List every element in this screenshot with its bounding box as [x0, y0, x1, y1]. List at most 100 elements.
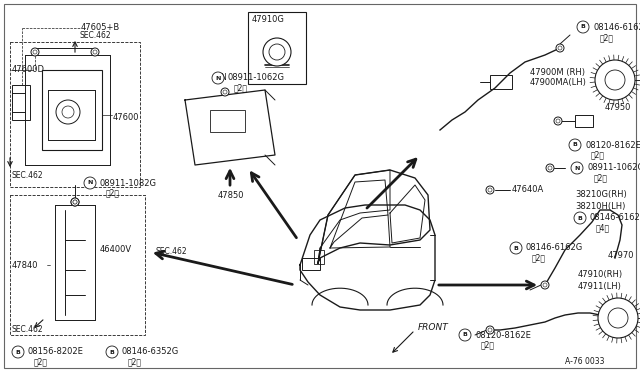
Bar — [490, 75, 512, 89]
Bar — [302, 258, 320, 270]
Circle shape — [488, 188, 492, 192]
Circle shape — [71, 198, 79, 206]
Text: 47600D: 47600D — [12, 65, 45, 74]
Text: B: B — [580, 25, 586, 29]
Text: 47900M (RH): 47900M (RH) — [530, 67, 585, 77]
Text: B: B — [15, 350, 20, 355]
Text: 〈2〉: 〈2〉 — [594, 173, 608, 183]
Circle shape — [263, 38, 291, 66]
Circle shape — [541, 281, 549, 289]
Circle shape — [33, 50, 37, 54]
Text: 08146-6162G: 08146-6162G — [526, 244, 583, 253]
Text: 38210H(LH): 38210H(LH) — [575, 202, 625, 211]
Text: 47640A: 47640A — [512, 186, 544, 195]
Circle shape — [488, 328, 492, 332]
Text: 46400V: 46400V — [100, 246, 132, 254]
Text: N: N — [87, 180, 93, 186]
Text: 08146-6352G: 08146-6352G — [122, 347, 179, 356]
Circle shape — [223, 90, 227, 94]
Bar — [314, 250, 324, 264]
Text: （2）: （2） — [600, 33, 614, 42]
Text: FRONT: FRONT — [418, 324, 449, 333]
Circle shape — [548, 166, 552, 170]
Bar — [575, 115, 593, 127]
Circle shape — [73, 200, 77, 204]
Text: SEC.462: SEC.462 — [80, 31, 111, 39]
Text: （2）: （2） — [34, 357, 48, 366]
Text: B: B — [513, 246, 518, 250]
Text: 47910G: 47910G — [252, 16, 285, 25]
Bar — [248, 12, 306, 84]
Circle shape — [556, 44, 564, 52]
Text: 08146-6162G: 08146-6162G — [594, 22, 640, 32]
Circle shape — [486, 186, 494, 194]
Text: （2）: （2） — [234, 83, 248, 93]
Circle shape — [595, 60, 635, 100]
Text: （2）: （2） — [591, 151, 605, 160]
Circle shape — [558, 46, 562, 50]
Text: 47850: 47850 — [218, 192, 244, 201]
Text: （2）: （2） — [481, 340, 495, 350]
Circle shape — [510, 242, 522, 254]
Text: A-76 0033: A-76 0033 — [565, 357, 605, 366]
Circle shape — [12, 346, 24, 358]
Circle shape — [554, 117, 562, 125]
Text: （2）: （2） — [532, 253, 546, 263]
Text: SEC.462: SEC.462 — [12, 170, 44, 180]
Text: 08120-8162E: 08120-8162E — [475, 330, 531, 340]
Text: N: N — [220, 74, 226, 83]
Bar — [10, 195, 145, 335]
Text: 08911-1062G: 08911-1062G — [588, 164, 640, 173]
Circle shape — [574, 212, 586, 224]
Circle shape — [269, 44, 285, 60]
Text: 08911-1082G: 08911-1082G — [100, 179, 157, 187]
Circle shape — [73, 200, 77, 204]
Text: （2）: （2） — [106, 189, 120, 198]
Circle shape — [543, 283, 547, 287]
Circle shape — [577, 21, 589, 33]
Circle shape — [56, 100, 80, 124]
Text: （4）: （4） — [596, 224, 610, 232]
Bar — [210, 110, 245, 132]
Bar — [10, 42, 140, 187]
Circle shape — [212, 72, 224, 84]
Circle shape — [605, 70, 625, 90]
Text: SEC.462: SEC.462 — [12, 326, 44, 334]
Circle shape — [62, 106, 74, 118]
Circle shape — [608, 308, 628, 328]
Text: B: B — [109, 350, 115, 355]
Bar — [12, 85, 30, 120]
Text: 47950: 47950 — [605, 103, 632, 112]
Text: N: N — [215, 76, 221, 80]
Text: （2）: （2） — [128, 357, 142, 366]
Text: B: B — [573, 142, 577, 148]
Circle shape — [106, 346, 118, 358]
Circle shape — [598, 298, 638, 338]
Circle shape — [486, 326, 494, 334]
Circle shape — [556, 119, 560, 123]
Text: B: B — [577, 215, 582, 221]
Text: 38210G(RH): 38210G(RH) — [575, 190, 627, 199]
Text: SEC.462: SEC.462 — [155, 247, 187, 257]
Text: 47910(RH): 47910(RH) — [578, 270, 623, 279]
Circle shape — [221, 88, 229, 96]
Circle shape — [91, 48, 99, 56]
Circle shape — [93, 50, 97, 54]
Circle shape — [31, 48, 39, 56]
Text: N: N — [574, 166, 580, 170]
Text: 47900MA(LH): 47900MA(LH) — [530, 78, 587, 87]
Text: 47600: 47600 — [113, 113, 140, 122]
Text: B: B — [463, 333, 467, 337]
Circle shape — [569, 139, 581, 151]
Text: 08156-8202E: 08156-8202E — [28, 347, 84, 356]
Text: 08146-6162G: 08146-6162G — [590, 214, 640, 222]
Text: 47911(LH): 47911(LH) — [578, 282, 622, 291]
Text: 47605+B: 47605+B — [81, 23, 120, 32]
Circle shape — [546, 164, 554, 172]
Circle shape — [71, 198, 79, 206]
Text: 47970: 47970 — [608, 250, 634, 260]
Circle shape — [84, 177, 96, 189]
Text: 08911-1062G: 08911-1062G — [228, 74, 285, 83]
Circle shape — [459, 329, 471, 341]
Text: 47840: 47840 — [12, 260, 38, 269]
